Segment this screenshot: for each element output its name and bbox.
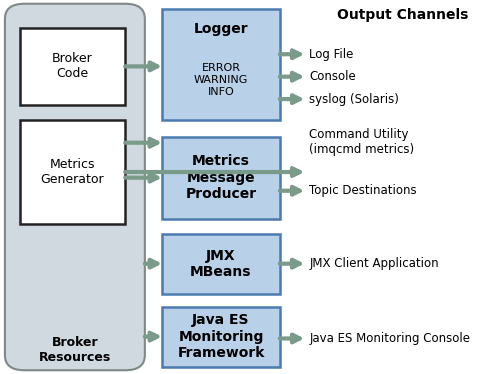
Text: Command Utility
(imqcmd metrics): Command Utility (imqcmd metrics) — [309, 128, 414, 156]
Text: JMX
MBeans: JMX MBeans — [190, 249, 252, 279]
Text: Topic Destinations: Topic Destinations — [309, 184, 417, 197]
FancyBboxPatch shape — [5, 4, 145, 370]
Text: Metrics
Generator: Metrics Generator — [41, 158, 104, 186]
Bar — [20, 28, 125, 105]
Text: JMX Client Application: JMX Client Application — [309, 257, 439, 270]
Bar — [162, 9, 280, 120]
Text: Broker
Code: Broker Code — [52, 52, 93, 80]
Text: Broker
Resources: Broker Resources — [39, 336, 111, 364]
Bar — [162, 137, 280, 219]
Bar — [162, 234, 280, 294]
Text: Console: Console — [309, 70, 356, 83]
Text: Metrics
Message
Producer: Metrics Message Producer — [186, 154, 256, 201]
Text: Java ES
Monitoring
Framework: Java ES Monitoring Framework — [177, 313, 265, 360]
Text: ERROR
WARNING
INFO: ERROR WARNING INFO — [194, 63, 248, 96]
Bar — [20, 120, 125, 224]
Text: Output Channels: Output Channels — [337, 8, 468, 22]
Text: Log File: Log File — [309, 48, 354, 61]
Text: syslog (Solaris): syslog (Solaris) — [309, 93, 399, 105]
Bar — [162, 307, 280, 367]
Text: Logger: Logger — [193, 22, 248, 36]
Text: Java ES Monitoring Console: Java ES Monitoring Console — [309, 332, 470, 345]
